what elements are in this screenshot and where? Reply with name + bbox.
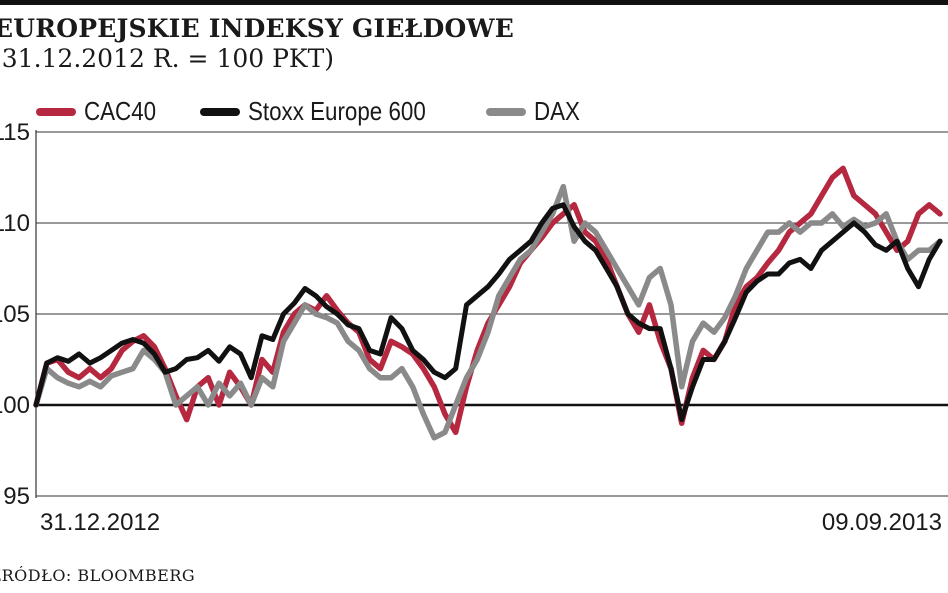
legend-label-dax: DAX — [534, 96, 580, 126]
y-tick-label-110: 110 — [0, 210, 30, 237]
x-tick-label-end: 09.09.2013 — [822, 509, 942, 536]
legend-swatch-cac40 — [36, 107, 76, 116]
series-line-dax — [33, 183, 943, 441]
y-tick-label-100: 100 — [0, 392, 30, 419]
y-tick-label-95: 95 — [3, 483, 30, 510]
line-chart: 95 100 105 110 115 31.12.2012 09.09.2013 — [0, 119, 948, 536]
legend-item-cac40: CAC40 — [36, 96, 162, 127]
x-tick-label-start: 31.12.2012 — [40, 509, 160, 536]
series-line-stoxx — [33, 202, 943, 423]
source-note: ŹRÓDŁO: BLOOMBERG — [0, 566, 196, 585]
legend-item-dax: DAX — [486, 96, 584, 127]
legend-label-stoxx: Stoxx Europe 600 — [248, 96, 426, 126]
chart-title: EUROPEJSKIE INDEKSY GIEŁDOWE — [0, 14, 514, 43]
y-tick-label-115: 115 — [0, 119, 30, 146]
y-tick-label-105: 105 — [0, 301, 30, 328]
legend-item-stoxx: Stoxx Europe 600 — [200, 96, 448, 127]
top-rule — [0, 0, 948, 5]
legend-swatch-dax — [486, 107, 526, 116]
legend: CAC40 Stoxx Europe 600 DAX — [36, 96, 622, 127]
legend-label-cac40: CAC40 — [84, 96, 157, 126]
legend-swatch-stoxx — [200, 107, 240, 116]
chart-subtitle: (31.12.2012 R. = 100 PKT) — [0, 44, 335, 73]
